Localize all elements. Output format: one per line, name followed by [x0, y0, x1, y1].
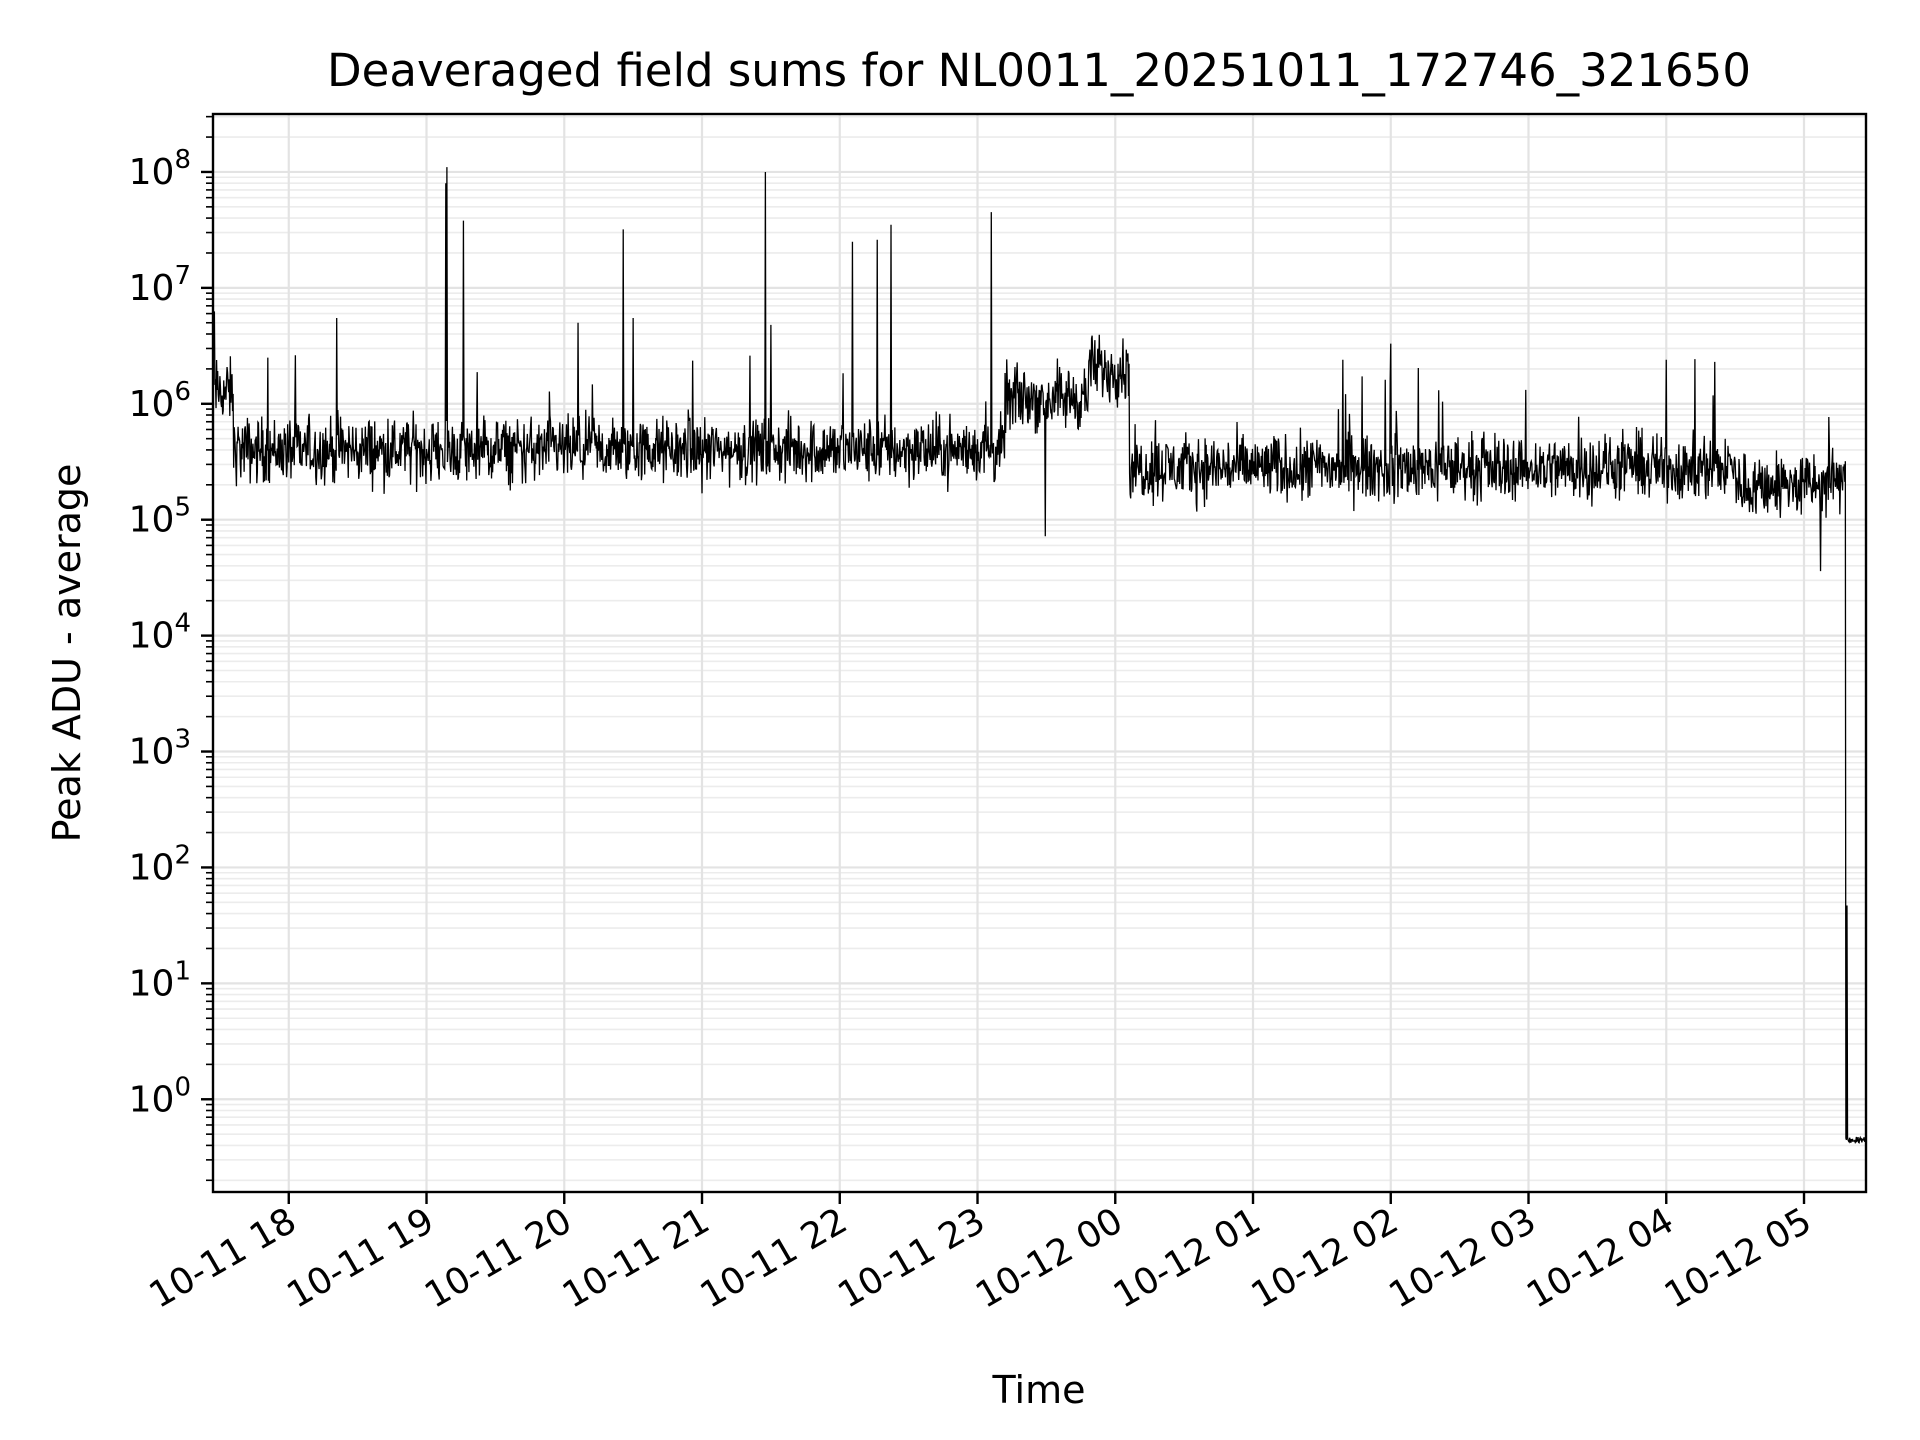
y-tick-label: 108	[129, 145, 191, 193]
x-tick-label: 10-12 04	[1520, 1200, 1681, 1316]
y-tick-label: 107	[129, 261, 191, 309]
x-tick-label: 10-12 03	[1382, 1200, 1543, 1316]
grid	[213, 114, 1866, 1192]
y-tick-label: 105	[129, 493, 191, 541]
x-tick-label: 10-12 02	[1245, 1200, 1406, 1316]
x-tick-label: 10-12 05	[1658, 1200, 1819, 1316]
y-tick-label: 101	[129, 956, 191, 1004]
chart-title: Deaveraged field sums for NL0011_2025101…	[327, 44, 1751, 97]
series-line	[213, 167, 1867, 1144]
x-tick-label: 10-11 22	[694, 1200, 855, 1316]
x-tick-label: 10-12 01	[1107, 1200, 1268, 1316]
x-tick-label: 10-11 20	[418, 1200, 579, 1316]
data-series	[213, 167, 1867, 1144]
y-tick-label: 102	[129, 840, 191, 888]
x-tick-label: 10-11 21	[556, 1200, 717, 1316]
x-tick-label: 10-11 19	[280, 1200, 441, 1316]
y-tick-label: 103	[129, 725, 191, 773]
x-tick-label: 10-11 23	[831, 1200, 992, 1316]
y-tick-label: 104	[129, 609, 191, 657]
y-tick-label: 106	[129, 377, 191, 425]
x-axis-label: Time	[992, 1368, 1086, 1412]
y-tick-label: 100	[129, 1072, 191, 1120]
x-tick-label: 10-12 00	[969, 1200, 1130, 1316]
x-tick-label: 10-11 18	[143, 1200, 304, 1316]
y-axis-label: Peak ADU - average	[45, 464, 89, 843]
